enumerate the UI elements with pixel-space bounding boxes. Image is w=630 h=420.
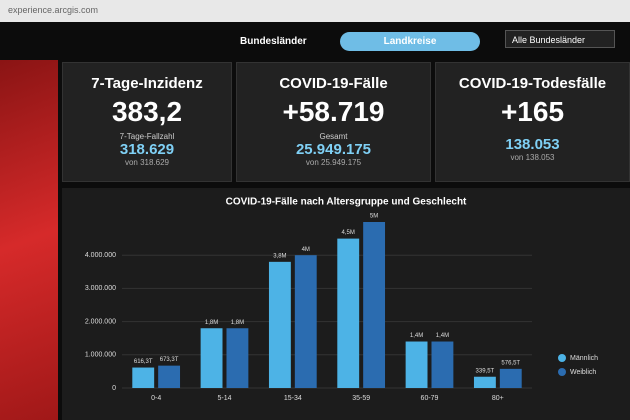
value-label: 339,5T [476,368,495,374]
legend-label: Weiblich [570,369,596,376]
x-tick-label: 0-4 [151,395,161,402]
value-label: 1,4M [410,333,423,339]
x-tick-label: 15-34 [284,395,302,402]
x-tick-label: 35-59 [352,395,370,402]
legend-swatch [558,354,566,362]
legend-label: Männlich [570,355,598,362]
card-value: 383,2 [111,96,183,127]
card-note: von 25.949.175 [305,158,362,167]
card-note: von 138.053 [510,153,555,162]
card-sub-value: 25.949.175 [295,141,372,158]
card-value: +165 [500,96,565,127]
bar [268,261,291,388]
bar [132,367,155,388]
x-tick-label: 60-79 [421,395,439,402]
value-label: 4,5M [342,230,355,236]
card-sub-value: 318.629 [119,141,175,158]
chart-title: COVID-19-Fälle nach Altersgruppe und Ges… [226,197,467,208]
tab[interactable]: Bundesländer [240,36,307,47]
value-label: 1,4M [436,333,449,339]
y-tick-label: 0 [112,385,116,392]
value-label: 4M [302,247,310,253]
bar [363,222,386,388]
value-label: 616,3T [134,359,153,365]
kpi-card: COVID-19-Todesfälle +165 138.053 von 138… [435,62,630,182]
value-label: 673,3T [160,357,179,363]
kpi-card: 7-Tage-Inzidenz 383,2 7-Tage-Fallzahl 31… [62,62,232,182]
filter-dropdown[interactable]: Alle Bundesländer [505,30,615,48]
y-tick-label: 4.000.000 [85,252,116,259]
chart: COVID-19-Fälle nach Altersgruppe und Ges… [62,188,630,420]
bar [226,328,249,388]
card-title: 7-Tage-Inzidenz [91,75,203,92]
value-label: 5M [370,214,378,220]
card-sub-label: 7-Tage-Fallzahl [119,132,175,141]
x-tick-label: 5-14 [217,395,231,402]
card-title: COVID-19-Fälle [279,75,388,92]
bar [337,238,360,388]
url[interactable]: experience.arcgis.com [8,5,99,15]
bar [294,255,317,388]
card-title: COVID-19-Todesfälle [458,75,607,92]
bar [158,365,181,388]
bar [473,376,496,388]
bar [499,368,522,388]
kpi-card: COVID-19-Fälle +58.719 Gesamt 25.949.175… [236,62,431,182]
value-label: 576,5T [501,360,520,366]
card-sub-value: 138.053 [505,136,560,153]
value-label: 1,8M [205,320,218,326]
legend-swatch [558,368,566,376]
y-tick-label: 1.000.000 [85,352,116,359]
card-sub-label: Gesamt [319,132,348,141]
value-label: 3,8M [273,253,286,259]
bar [431,341,454,388]
card-value: +58.719 [282,96,385,127]
map-panel[interactable] [0,60,58,420]
value-label: 1,8M [231,320,244,326]
card-note: von 318.629 [124,158,170,167]
tab-active[interactable]: Landkreise [340,32,480,51]
bar [200,328,223,388]
x-tick-label: 80+ [492,395,504,402]
y-tick-label: 2.000.000 [85,318,116,325]
y-tick-label: 3.000.000 [85,285,116,292]
tabs: Bundesländer Landkreise [230,28,490,54]
bar [405,341,428,388]
browser-bar: experience.arcgis.com [0,0,630,22]
